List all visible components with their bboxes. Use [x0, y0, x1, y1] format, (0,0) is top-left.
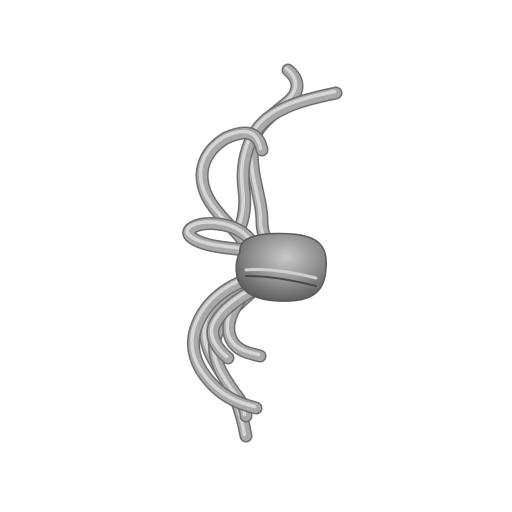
tentacles — [182, 63, 343, 443]
tentacle-lower-5-tube-high — [209, 288, 251, 359]
tentacle-upper-1 — [245, 63, 304, 255]
tentacle-left-loop — [182, 217, 259, 257]
tentacle-upper-2-tube-high — [234, 89, 337, 233]
tentacle-lower-3-tube-high — [190, 276, 257, 409]
tentacle-left-loop-tube-high — [185, 220, 253, 251]
tentacle-upper-2 — [231, 86, 343, 239]
body-shape — [235, 232, 327, 302]
body-ridge — [244, 268, 318, 280]
central-body — [235, 232, 327, 302]
body-ridge-shadow — [245, 275, 317, 287]
tentacle-lower-5 — [206, 285, 257, 365]
tentacle-lower-3 — [186, 273, 263, 415]
